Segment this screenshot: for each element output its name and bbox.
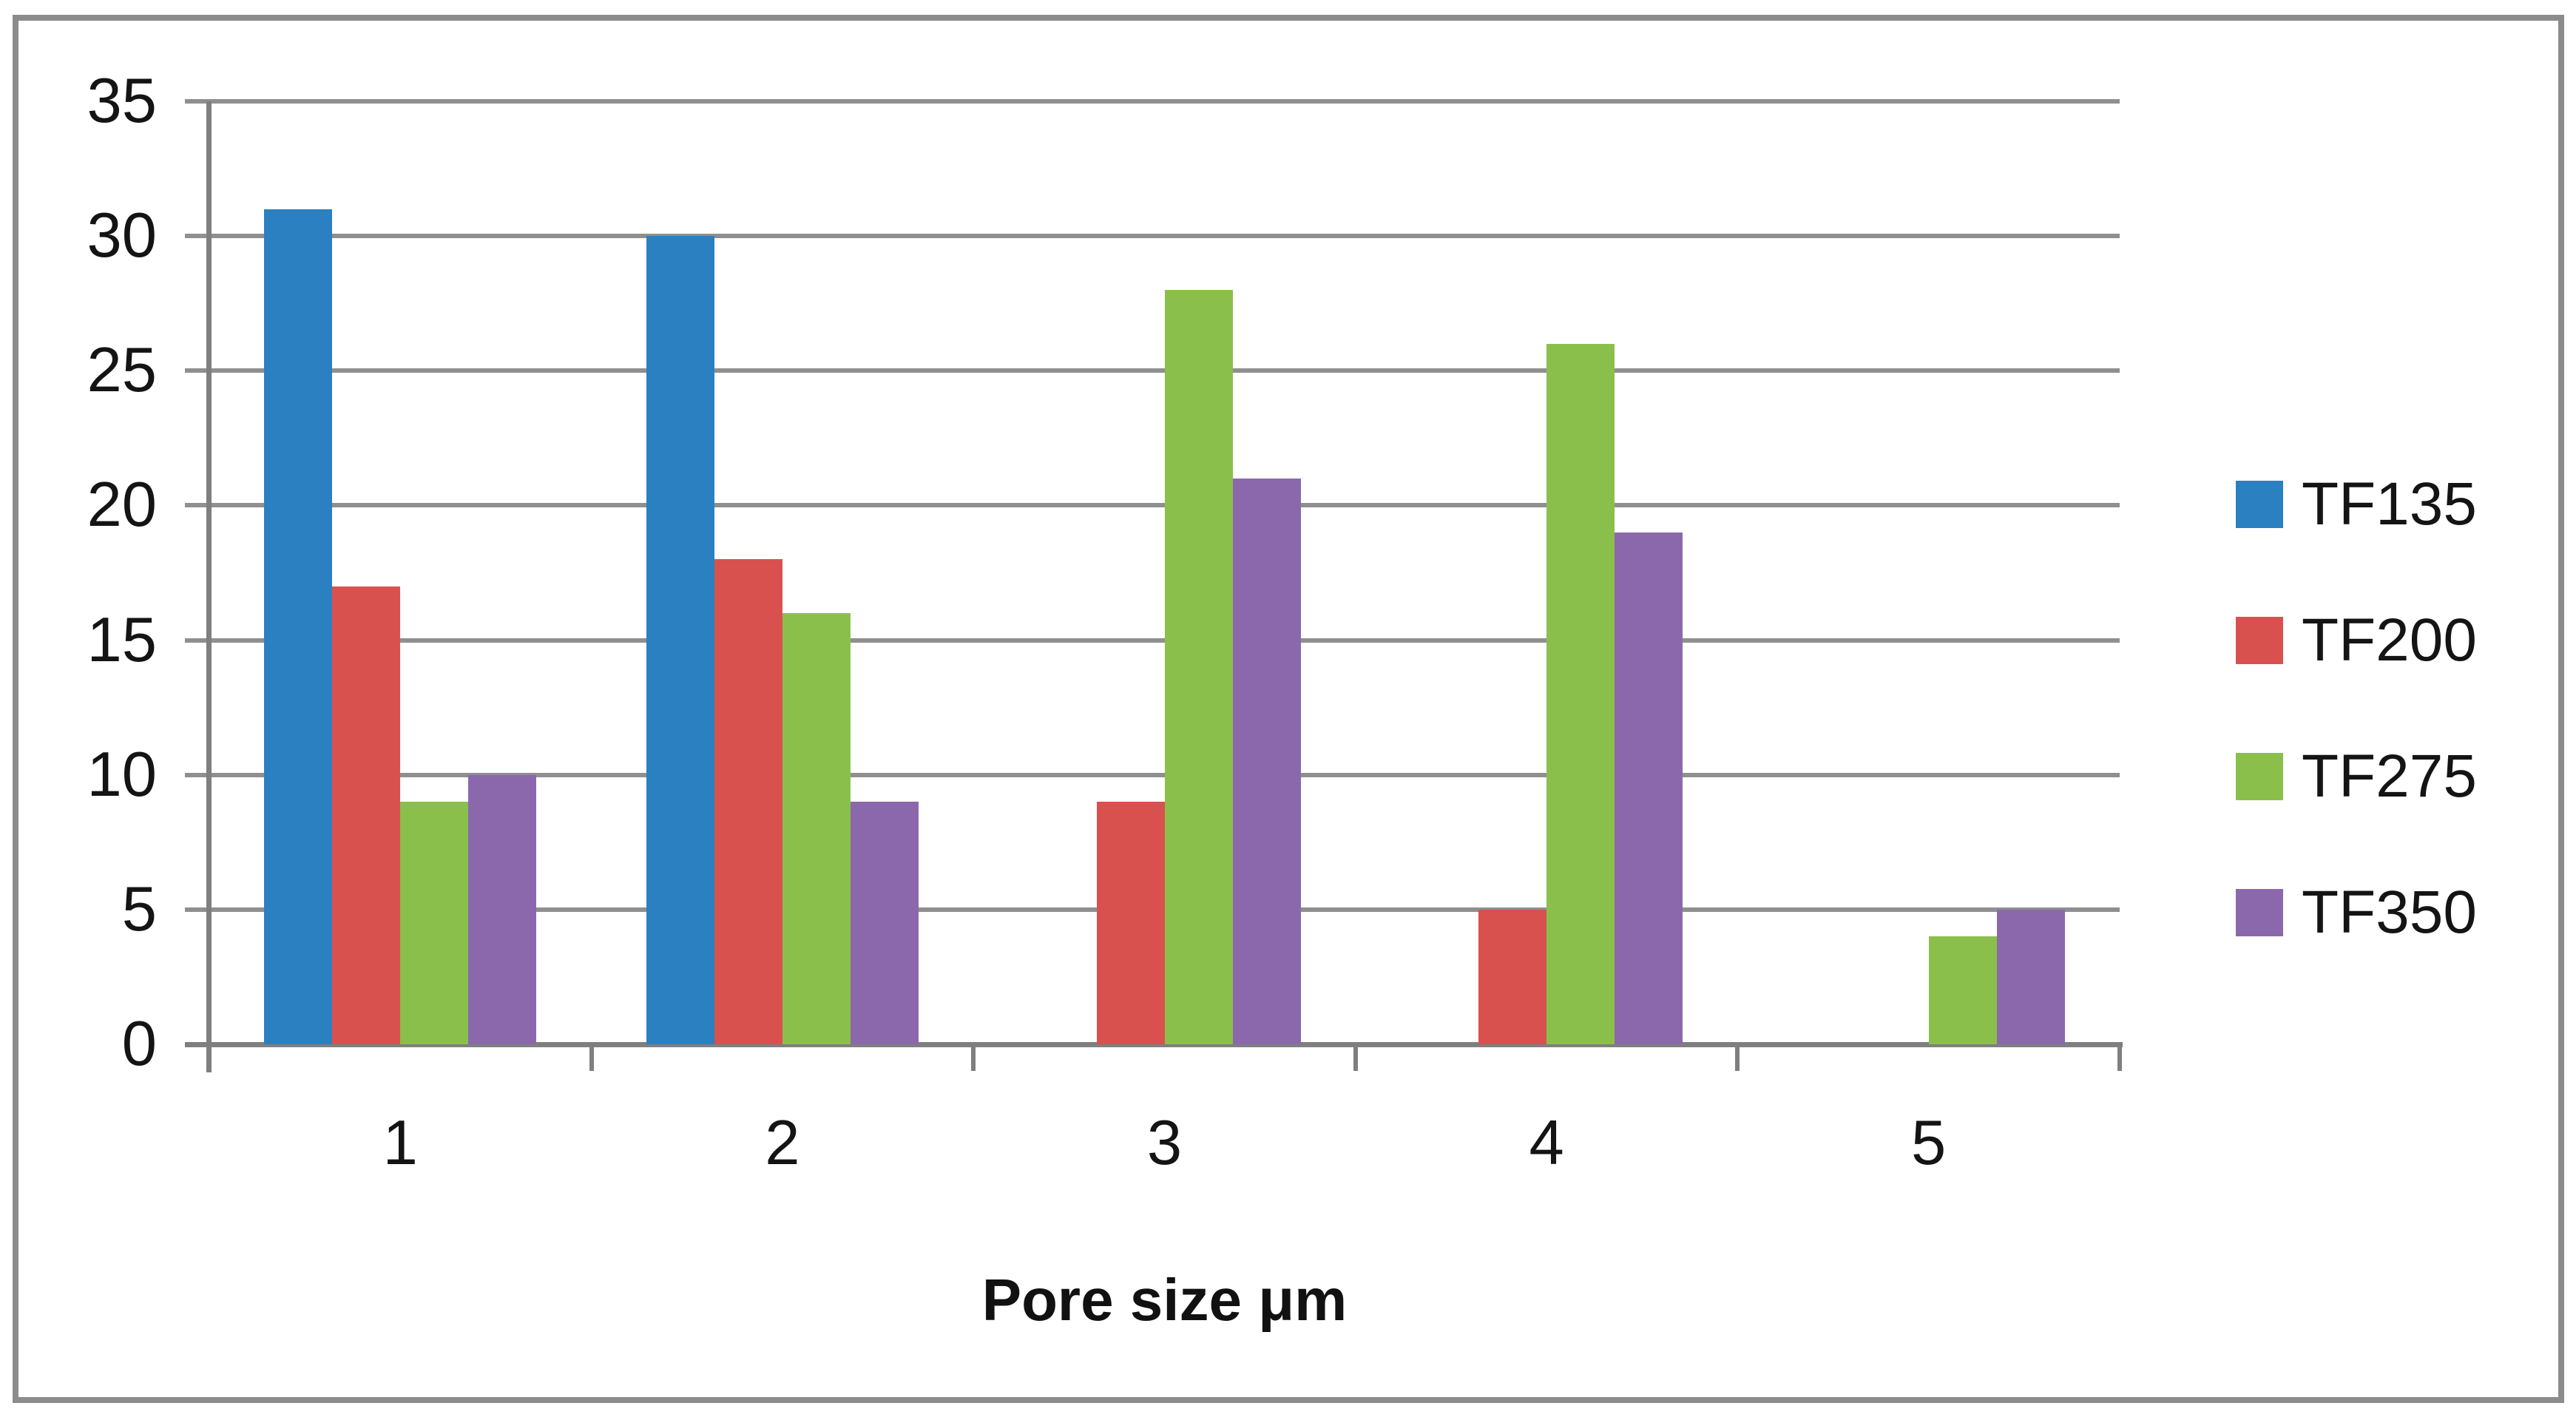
y-axis-tick-label: 30: [87, 200, 157, 271]
x-axis-category-label: 4: [1529, 1108, 1564, 1178]
bar-TF350-cat3: [1232, 479, 1301, 1044]
gridline: [209, 99, 2120, 104]
x-tick-mark: [589, 1044, 594, 1071]
bar-TF200-cat4: [1478, 909, 1547, 1044]
bar-TF135-cat1: [264, 209, 333, 1044]
gridline: [209, 234, 2120, 239]
y-axis-line: [206, 101, 212, 1072]
y-tick-mark: [185, 638, 209, 643]
bar-TF350-cat5: [1996, 909, 2065, 1044]
x-tick-mark: [1353, 1044, 1358, 1071]
legend-label-TF350: TF350: [2302, 879, 2477, 946]
bar-TF350-cat2: [850, 802, 919, 1044]
x-tick-mark: [1735, 1044, 1740, 1071]
x-axis-category-label: 3: [1146, 1108, 1183, 1178]
bar-TF350-cat4: [1615, 532, 1683, 1044]
bar-TF275-cat1: [400, 802, 469, 1044]
y-tick-mark: [185, 772, 209, 777]
x-axis-category-label: 2: [765, 1108, 800, 1178]
legend-label-TF275: TF275: [2302, 743, 2477, 810]
legend-swatch-TF200: [2236, 617, 2283, 664]
y-tick-mark: [185, 99, 209, 104]
bar-TF350-cat1: [468, 774, 537, 1044]
y-axis-tick-label: 35: [87, 66, 157, 136]
x-axis-category-label: 1: [382, 1108, 418, 1178]
legend-swatch-TF275: [2236, 753, 2283, 800]
legend-label-TF135: TF135: [2302, 470, 2477, 538]
bar-TF275-cat2: [782, 613, 851, 1044]
x-tick-mark: [2117, 1044, 2122, 1071]
x-axis-title: Pore size μm: [981, 1267, 1348, 1333]
bar-TF135-cat2: [646, 236, 714, 1044]
bar-TF200-cat1: [332, 586, 401, 1044]
y-axis-tick-label: 25: [87, 335, 157, 406]
y-axis-tick-label: 10: [87, 739, 157, 810]
legend-swatch-TF135: [2236, 481, 2283, 528]
y-tick-mark: [185, 234, 209, 239]
y-tick-mark: [185, 368, 209, 373]
x-axis-line: [185, 1042, 2123, 1047]
y-tick-mark: [185, 907, 209, 912]
bar-TF275-cat3: [1164, 290, 1233, 1044]
bar-TF275-cat5: [1928, 936, 1997, 1044]
legend-label-TF200: TF200: [2302, 606, 2477, 674]
y-axis-tick-label: 0: [121, 1009, 157, 1079]
y-tick-mark: [185, 503, 209, 508]
y-axis-tick-label: 20: [87, 470, 157, 541]
bar-TF200-cat2: [714, 559, 782, 1044]
x-tick-mark: [971, 1044, 976, 1071]
bar-TF200-cat3: [1096, 802, 1165, 1044]
y-axis-tick-label: 15: [87, 604, 157, 675]
y-axis-tick-label: 5: [121, 873, 157, 944]
legend-swatch-TF350: [2236, 889, 2283, 936]
x-axis-category-label: 5: [1911, 1108, 1947, 1178]
bar-TF275-cat4: [1546, 343, 1615, 1044]
